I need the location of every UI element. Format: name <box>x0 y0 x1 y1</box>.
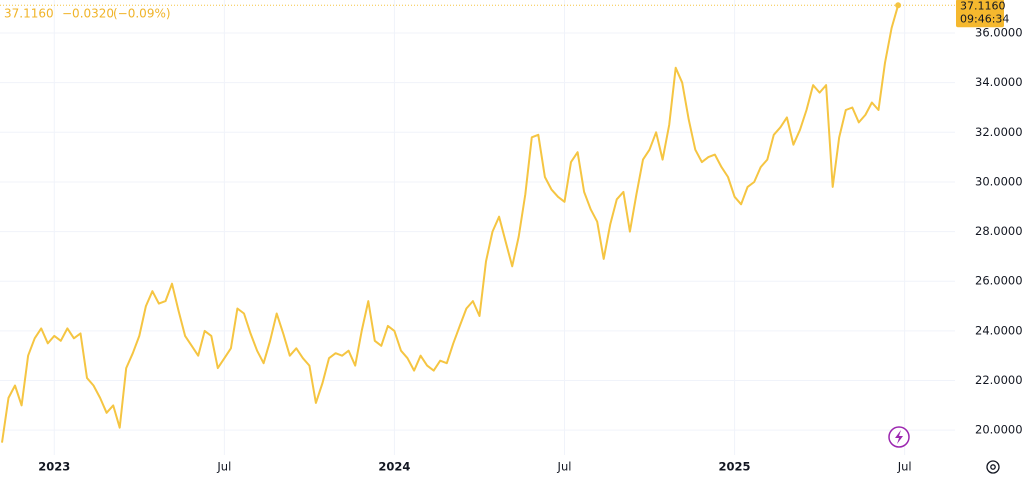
last-point <box>895 2 902 9</box>
x-tick-label: 2024 <box>378 460 410 474</box>
y-tick-label: 24.0000 <box>975 323 1023 337</box>
y-tick-label: 30.0000 <box>975 174 1023 188</box>
x-tick-label: Jul <box>216 460 231 474</box>
price-line <box>1 5 900 443</box>
settings-icon[interactable] <box>986 460 1000 474</box>
header-change-pct: (−0.09%) <box>113 7 171 21</box>
x-tick-label: Jul <box>557 460 572 474</box>
x-tick-label: 2025 <box>719 460 751 474</box>
x-tick-label: Jul <box>897 460 912 474</box>
price-badge-time: 09:46:34 <box>960 12 1009 25</box>
y-tick-label: 20.0000 <box>975 423 1023 437</box>
y-tick-label: 28.0000 <box>975 224 1023 238</box>
price-badge <box>956 0 1004 28</box>
y-tick-label: 22.0000 <box>975 373 1023 387</box>
y-tick-label: 26.0000 <box>975 274 1023 288</box>
y-tick-label: 36.0000 <box>975 26 1023 40</box>
alert-icon[interactable] <box>888 426 910 448</box>
x-tick-label: 2023 <box>38 460 70 474</box>
y-tick-label: 34.0000 <box>975 75 1023 89</box>
header-price: 37.1160 <box>4 7 54 21</box>
price-badge-value: 37.1160 <box>960 0 1006 12</box>
y-tick-label: 32.0000 <box>975 125 1023 139</box>
header-change: −0.0320 <box>62 7 114 21</box>
